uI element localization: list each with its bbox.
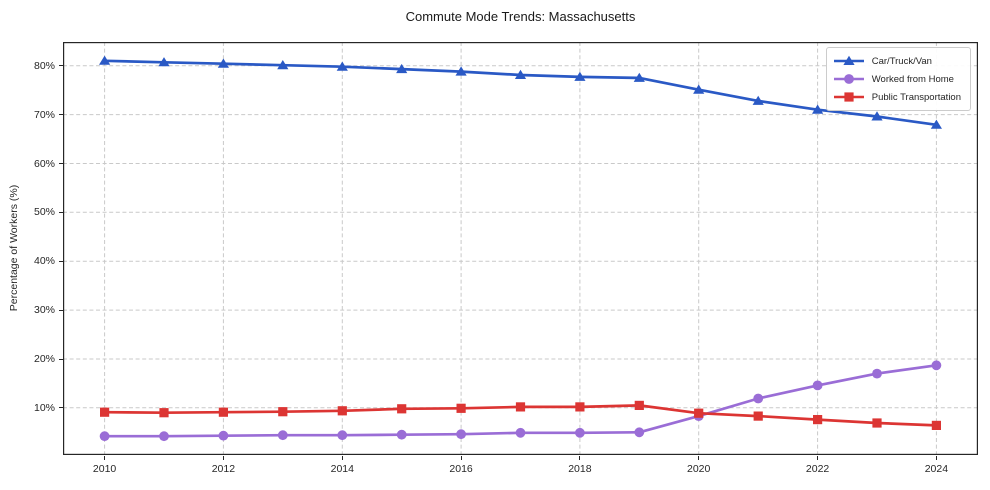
y-tick-mark (59, 114, 63, 116)
marker-public-transportation-2017 (515, 402, 526, 412)
y-tick-mark (59, 163, 63, 164)
marker-public-transportation-2018 (575, 402, 585, 412)
marker-public-transportation-2012 (218, 407, 228, 417)
y-tick-mark (59, 260, 63, 262)
y-tick-label-50: 50% (33, 206, 55, 219)
y-tick-label-10: 10% (33, 401, 55, 414)
y-tick-mark (59, 407, 63, 409)
marker-car-truck-van-2019 (633, 72, 645, 82)
marker-worked-from-home-2014 (337, 430, 348, 441)
x-tick-label-2012: 2012 (211, 463, 236, 475)
legend-marker-car-truck-van (833, 55, 864, 65)
legend-marker-public-transportation (833, 92, 864, 102)
y-tick-label-30: 30% (33, 304, 55, 317)
marker-car-truck-van-2014 (336, 61, 348, 71)
marker-worked-from-home-2011 (159, 431, 169, 442)
x-tick-label-2014: 2014 (330, 463, 354, 475)
marker-public-transportation-2010 (100, 407, 110, 417)
legend-label-public-transportation: Public Transportation (871, 91, 961, 103)
y-axis-label: Percentage of Workers (%) (8, 184, 20, 312)
marker-public-transportation-2023 (872, 418, 882, 428)
marker-worked-from-home-2016 (456, 429, 466, 440)
marker-car-truck-van-2021 (752, 95, 764, 105)
legend-marker-worked-from-home (833, 74, 864, 84)
y-tick-mark (59, 211, 63, 213)
legend-glyph-public-transportation (844, 92, 854, 102)
marker-car-truck-van-2024 (930, 119, 942, 129)
series-line-worked-from-home (103, 363, 938, 438)
marker-car-truck-van-2020 (693, 84, 705, 94)
x-tick-mark (222, 456, 224, 460)
marker-public-transportation-2013 (278, 407, 288, 417)
marker-public-transportation-2021 (753, 411, 763, 421)
x-tick-mark (341, 456, 343, 460)
x-tick-mark (935, 456, 937, 460)
y-tick-label-40: 40% (33, 255, 55, 268)
x-tick-mark (104, 456, 106, 460)
y-tick-label-70: 70% (33, 108, 55, 121)
marker-worked-from-home-2015 (396, 429, 407, 440)
y-tick-label-20: 20% (33, 353, 55, 365)
x-tick-label-2024: 2024 (924, 463, 949, 475)
y-tick-mark (59, 65, 63, 67)
marker-public-transportation-2011 (159, 408, 169, 418)
marker-public-transportation-2016 (456, 403, 466, 413)
marker-car-truck-van-2016 (455, 66, 467, 76)
legend-label-car-truck-van: Car/Truck/Van (871, 55, 932, 67)
marker-car-truck-van-2017 (514, 69, 527, 79)
legend-item-worked-from-home: Worked from Home (833, 70, 961, 88)
marker-public-transportation-2019 (634, 400, 644, 410)
marker-worked-from-home-2013 (277, 430, 288, 441)
marker-worked-from-home-2023 (872, 368, 882, 379)
x-tick-label-2010: 2010 (92, 463, 117, 475)
x-tick-mark (460, 456, 462, 460)
y-tick-label-80: 80% (33, 59, 55, 72)
legend-label-worked-from-home: Worked from Home (871, 73, 954, 85)
marker-public-transportation-2015 (397, 404, 407, 414)
x-tick-mark (698, 456, 700, 460)
y-tick-label-60: 60% (33, 157, 55, 170)
marker-worked-from-home-2018 (575, 427, 585, 438)
chart-title: Commute Mode Trends: Massachusetts (405, 9, 636, 24)
legend-glyph-car-truck-van (843, 55, 855, 65)
marker-car-truck-van-2011 (158, 57, 170, 67)
plot-border (63, 42, 978, 455)
marker-car-truck-van-2015 (396, 63, 408, 74)
marker-car-truck-van-2023 (871, 111, 883, 121)
x-tick-label-2018: 2018 (568, 463, 592, 475)
marker-worked-from-home-2010 (99, 431, 110, 442)
x-tick-label-2016: 2016 (449, 463, 473, 475)
legend-glyph-worked-from-home (843, 74, 854, 84)
marker-car-truck-van-2010 (99, 55, 111, 65)
marker-worked-from-home-2017 (515, 427, 526, 438)
plot-area: Car/Truck/Van Worked from Home Public Tran… (63, 42, 978, 455)
chart-canvas (63, 42, 978, 455)
x-tick-mark (579, 456, 581, 460)
marker-car-truck-van-2018 (574, 71, 586, 81)
marker-worked-from-home-2012 (218, 430, 229, 441)
x-tick-mark (817, 456, 819, 460)
marker-public-transportation-2022 (813, 415, 823, 425)
legend-item-car-truck-van: Car/Truck/Van (833, 52, 961, 70)
marker-car-truck-van-2013 (277, 60, 289, 70)
x-tick-label-2022: 2022 (805, 463, 830, 475)
marker-car-truck-van-2022 (812, 104, 824, 114)
marker-car-truck-van-2012 (217, 58, 229, 68)
legend-item-public-transportation: Public Transportation (833, 88, 961, 106)
marker-public-transportation-2020 (694, 408, 704, 418)
marker-public-transportation-2024 (931, 420, 941, 430)
legend: Car/Truck/Van Worked from Home Public Tran… (825, 47, 971, 111)
marker-worked-from-home-2024 (931, 360, 942, 371)
y-tick-mark (59, 358, 63, 360)
marker-public-transportation-2014 (337, 406, 347, 416)
x-tick-label-2020: 2020 (687, 463, 711, 475)
y-tick-mark (59, 309, 63, 311)
marker-worked-from-home-2019 (634, 427, 645, 438)
marker-worked-from-home-2022 (812, 380, 823, 391)
marker-worked-from-home-2021 (753, 393, 764, 404)
